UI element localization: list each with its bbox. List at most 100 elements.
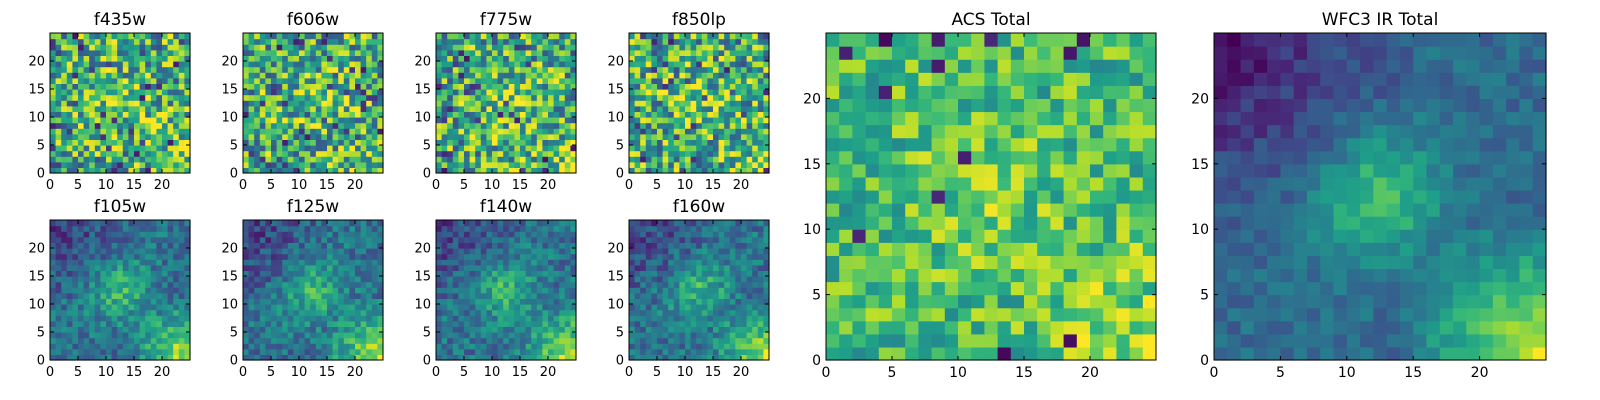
heatmap-cell: [338, 133, 345, 140]
heatmap-cell: [271, 94, 278, 101]
heatmap-cell: [520, 167, 527, 174]
heatmap-cell: [696, 292, 703, 299]
heatmap-cell: [679, 139, 686, 146]
heatmap-cell: [55, 66, 62, 73]
heatmap-cell: [685, 276, 692, 283]
heatmap-cell: [707, 55, 714, 62]
heatmap-cell: [55, 94, 62, 101]
heatmap-cell: [735, 38, 742, 45]
heatmap-cell: [61, 55, 68, 62]
heatmap-cell: [111, 320, 118, 327]
heatmap-cell: [503, 320, 510, 327]
heatmap-cell: [184, 139, 191, 146]
heatmap-cell: [111, 315, 118, 322]
heatmap-cell: [486, 264, 493, 271]
heatmap-cell: [718, 66, 725, 73]
heatmap-cell: [134, 348, 141, 355]
heatmap-cell: [452, 231, 459, 238]
heatmap-cell: [542, 281, 549, 288]
heatmap-cell: [741, 326, 748, 333]
heatmap-cell: [763, 111, 770, 118]
heatmap-cell: [66, 44, 73, 51]
heatmap-cell: [741, 167, 748, 174]
heatmap-cell: [718, 94, 725, 101]
heatmap-cell: [436, 44, 443, 51]
heatmap-cell: [338, 348, 345, 355]
heatmap-cell: [100, 298, 107, 305]
heatmap-cell: [520, 72, 527, 79]
heatmap-cell: [469, 270, 476, 277]
heatmap-cell: [310, 287, 317, 294]
heatmap-cell: [564, 89, 571, 96]
heatmap-cell: [640, 292, 647, 299]
heatmap-cell: [452, 94, 459, 101]
heatmap-cell: [441, 117, 448, 124]
heatmap-cell: [145, 133, 152, 140]
heatmap-cell: [248, 225, 255, 232]
heatmap-cell: [452, 309, 459, 316]
heatmap-cell: [724, 167, 731, 174]
heatmap-cell: [508, 220, 515, 227]
heatmap-cell: [685, 100, 692, 107]
heatmap-cell: [651, 167, 658, 174]
heatmap-cell: [668, 161, 675, 168]
heatmap-cell: [696, 354, 703, 361]
heatmap-cell: [271, 49, 278, 56]
heatmap-cell: [718, 332, 725, 339]
heatmap-cell: [338, 55, 345, 62]
x-tick-label: 0: [239, 365, 247, 380]
heatmap-cell: [55, 38, 62, 45]
heatmap-cell: [486, 309, 493, 316]
heatmap-cell: [752, 292, 759, 299]
heatmap-cell: [265, 270, 272, 277]
heatmap-cell: [570, 66, 577, 73]
heatmap-cell: [724, 44, 731, 51]
heatmap-cell: [156, 150, 163, 157]
heatmap-cell: [117, 133, 124, 140]
heatmap-cell: [349, 150, 356, 157]
heatmap-cell: [243, 259, 250, 266]
heatmap-cell: [61, 94, 68, 101]
heatmap-cell: [371, 332, 378, 339]
heatmap-cell: [254, 259, 261, 266]
heatmap-cell: [520, 77, 527, 84]
x-tick-label: 5: [653, 178, 661, 193]
heatmap-cell: [366, 354, 373, 361]
heatmap-cell: [184, 220, 191, 227]
heatmap-cell: [514, 287, 521, 294]
heatmap-cell: [55, 105, 62, 112]
heatmap-cell: [436, 89, 443, 96]
heatmap-cell: [173, 309, 180, 316]
heatmap-cell: [503, 281, 510, 288]
heatmap-cell: [343, 61, 350, 68]
heatmap-cell: [139, 326, 146, 333]
heatmap-cell: [366, 320, 373, 327]
heatmap-cell: [117, 236, 124, 243]
heatmap-cell: [570, 242, 577, 249]
heatmap-cell: [338, 304, 345, 311]
heatmap-cell: [685, 167, 692, 174]
heatmap-cell: [685, 122, 692, 129]
heatmap-cell: [480, 117, 487, 124]
heatmap-cell: [349, 77, 356, 84]
heatmap-cell: [156, 133, 163, 140]
heatmap-cell: [271, 309, 278, 316]
heatmap-cell: [299, 161, 306, 168]
heatmap-cell: [514, 320, 521, 327]
heatmap-cell: [55, 49, 62, 56]
heatmap-cell: [259, 111, 266, 118]
heatmap-cell: [315, 167, 322, 174]
heatmap-cell: [327, 139, 334, 146]
heatmap-cell: [629, 83, 636, 90]
heatmap-cell: [752, 320, 759, 327]
heatmap-cell: [564, 242, 571, 249]
heatmap-cell: [548, 220, 555, 227]
heatmap-cell: [542, 348, 549, 355]
heatmap-cell: [452, 259, 459, 266]
heatmap-cell: [128, 304, 135, 311]
heatmap-cell: [763, 133, 770, 140]
heatmap-cell: [287, 83, 294, 90]
heatmap-cell: [542, 236, 549, 243]
heatmap-cell: [89, 33, 96, 40]
heatmap-cell: [89, 89, 96, 96]
